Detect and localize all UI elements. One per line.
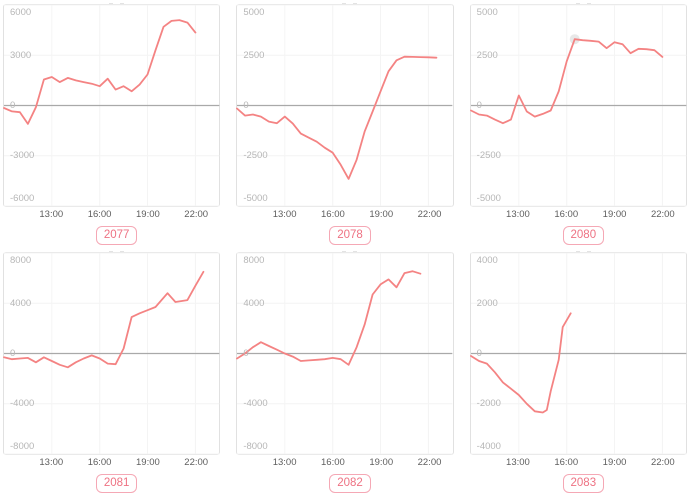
line-chart[interactable] xyxy=(3,252,220,455)
chart-cell: 5000 2500 0 -2500 -5000 13:00 16:00 19:00 22:00… xyxy=(466,0,700,248)
chart-panel[interactable]: 5000 2500 0 -2500 -5000 xyxy=(236,4,454,207)
badge-row: 2082 xyxy=(233,474,466,493)
badge-row: 2081 xyxy=(0,474,233,493)
x-tick-label: 16:00 xyxy=(87,457,112,468)
x-tick-label: 22:00 xyxy=(417,209,442,220)
x-tick-label: 19:00 xyxy=(369,457,394,468)
line-chart[interactable] xyxy=(236,4,453,207)
chart-id-badge[interactable]: 2081 xyxy=(95,474,138,493)
chart-panel[interactable]: 6000 3000 0 -3000 -6000 xyxy=(3,4,221,207)
x-tick-label: 16:00 xyxy=(87,209,112,220)
data-line xyxy=(236,55,438,180)
x-tick-label: 13:00 xyxy=(272,457,297,468)
data-line xyxy=(469,38,663,125)
badge-row: 2083 xyxy=(467,474,700,493)
x-tick-label: 13:00 xyxy=(506,209,530,220)
chart-panel[interactable]: 8000 4000 0 -4000 -8000 xyxy=(236,252,454,455)
line-chart[interactable] xyxy=(3,4,220,207)
x-tick-label: 22:00 xyxy=(417,457,442,468)
badge-row: 2077 xyxy=(0,226,233,245)
chart-panel[interactable]: 8000 4000 0 -4000 -8000 xyxy=(3,252,221,455)
badge-row: 2080 xyxy=(467,226,700,245)
line-chart[interactable] xyxy=(469,252,686,455)
data-line xyxy=(3,270,205,369)
cropped-title-fragment xyxy=(0,248,233,252)
cropped-title-fragment xyxy=(233,0,466,4)
x-axis: 13:00 16:00 19:00 22:00 xyxy=(236,208,453,221)
x-tick-label: 19:00 xyxy=(369,209,394,220)
x-tick-label: 19:00 xyxy=(602,209,627,220)
chart-id-badge[interactable]: 2082 xyxy=(329,474,371,493)
chart-cell: 5000 2500 0 -2500 -5000 13:00 16:00 19:00 22:00… xyxy=(233,0,467,248)
x-tick-label: 13:00 xyxy=(39,457,64,468)
x-tick-label: 22:00 xyxy=(650,209,675,220)
x-tick-label: 16:00 xyxy=(321,209,345,220)
data-line xyxy=(236,270,422,366)
chart-cell: 8000 4000 0 -4000 -8000 13:00 16:00 19:00 22:00… xyxy=(233,248,467,496)
chart-panel[interactable]: 5000 2500 0 -2500 -5000 xyxy=(469,4,687,207)
chart-id-badge[interactable]: 2083 xyxy=(562,474,605,493)
x-axis: 13:00 16:00 19:00 22:00 xyxy=(3,456,220,469)
x-tick-label: 13:00 xyxy=(506,457,530,468)
cropped-title-fragment xyxy=(0,0,233,4)
x-tick-label: 13:00 xyxy=(272,209,297,220)
x-tick-label: 19:00 xyxy=(136,209,160,220)
x-tick-label: 19:00 xyxy=(136,457,160,468)
x-tick-label: 16:00 xyxy=(554,209,579,220)
chart-id-badge[interactable]: 2077 xyxy=(95,226,138,245)
cropped-title-fragment xyxy=(467,0,700,4)
chart-panel[interactable]: 4000 2000 0 -2000 -4000 xyxy=(469,252,687,455)
x-tick-label: 16:00 xyxy=(554,457,579,468)
badge-row: 2078 xyxy=(233,226,466,245)
x-axis: 13:00 16:00 19:00 22:00 xyxy=(236,456,453,469)
chart-cell: 6000 3000 0 -3000 -6000 13:00 16:00 19:00 22:00… xyxy=(0,0,234,248)
line-chart[interactable] xyxy=(469,4,686,207)
x-tick-label: 19:00 xyxy=(602,457,627,468)
data-line xyxy=(3,19,197,125)
cropped-title-fragment xyxy=(233,248,466,252)
x-tick-label: 22:00 xyxy=(184,457,209,468)
chart-id-badge[interactable]: 2080 xyxy=(562,226,605,245)
x-tick-label: 16:00 xyxy=(321,457,345,468)
chart-cell: 4000 2000 0 -2000 -4000 13:00 16:00 19:00 22:00… xyxy=(466,248,700,496)
x-axis: 13:00 16:00 19:00 22:00 xyxy=(470,456,687,469)
x-tick-label: 22:00 xyxy=(650,457,675,468)
cropped-title-fragment xyxy=(467,248,700,252)
chart-cell: 8000 4000 0 -4000 -8000 13:00 16:00 19:00 22:00… xyxy=(0,248,234,496)
line-chart[interactable] xyxy=(236,252,453,455)
x-tick-label: 22:00 xyxy=(184,209,209,220)
data-line xyxy=(469,312,572,414)
chart-id-badge[interactable]: 2078 xyxy=(329,226,371,245)
x-axis: 13:00 16:00 19:00 22:00 xyxy=(3,208,220,221)
x-axis: 13:00 16:00 19:00 22:00 xyxy=(470,208,687,221)
x-tick-label: 13:00 xyxy=(39,209,64,220)
